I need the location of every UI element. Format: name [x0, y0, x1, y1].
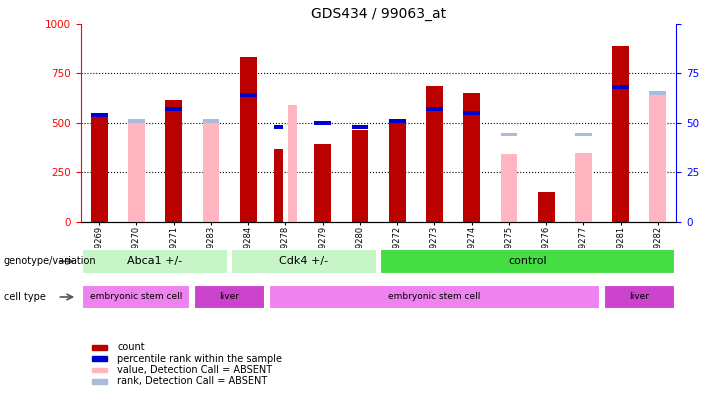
Bar — [314, 121, 331, 124]
Text: value, Detection Call = ABSENT: value, Detection Call = ABSENT — [117, 365, 272, 375]
Bar — [165, 107, 182, 110]
Bar — [274, 148, 283, 222]
Bar — [287, 105, 297, 222]
Bar — [128, 119, 145, 123]
Bar — [203, 121, 219, 222]
Bar — [91, 113, 108, 116]
Bar — [649, 91, 666, 222]
Bar — [538, 192, 554, 222]
Bar — [83, 284, 191, 310]
Bar — [501, 154, 517, 222]
Bar — [92, 379, 107, 384]
Bar — [231, 249, 376, 274]
Bar — [389, 120, 406, 222]
Bar — [649, 91, 666, 95]
Bar — [426, 86, 443, 222]
Bar — [274, 125, 283, 128]
Bar — [575, 153, 592, 222]
Bar — [203, 119, 219, 123]
Bar — [389, 119, 406, 123]
Bar — [240, 57, 257, 222]
Text: embryonic stem cell: embryonic stem cell — [90, 292, 183, 301]
Bar — [91, 115, 108, 222]
Text: percentile rank within the sample: percentile rank within the sample — [117, 354, 282, 364]
Text: liver: liver — [629, 292, 649, 301]
Bar — [83, 249, 228, 274]
Bar — [612, 46, 629, 222]
Text: Abca1 +/-: Abca1 +/- — [128, 256, 183, 266]
Bar — [381, 249, 674, 274]
Text: control: control — [508, 256, 547, 266]
Bar — [314, 143, 331, 222]
Bar — [92, 356, 107, 361]
Text: rank, Detection Call = ABSENT: rank, Detection Call = ABSENT — [117, 377, 267, 386]
Text: embryonic stem cell: embryonic stem cell — [388, 292, 481, 301]
Text: genotype/variation: genotype/variation — [4, 256, 96, 267]
Bar — [604, 284, 674, 310]
Bar — [92, 345, 107, 350]
Text: liver: liver — [219, 292, 240, 301]
Text: Cdk4 +/-: Cdk4 +/- — [280, 256, 329, 266]
Title: GDS434 / 99063_at: GDS434 / 99063_at — [311, 8, 446, 21]
Bar — [165, 100, 182, 222]
Bar — [240, 93, 257, 97]
Bar — [268, 284, 600, 310]
Text: cell type: cell type — [4, 292, 46, 302]
Bar — [575, 133, 592, 136]
Bar — [501, 133, 517, 136]
Bar — [351, 125, 368, 128]
Text: count: count — [117, 342, 144, 352]
Bar — [128, 123, 145, 222]
Bar — [612, 86, 629, 89]
Bar — [92, 367, 107, 373]
Bar — [463, 93, 480, 222]
Bar — [426, 107, 443, 110]
Bar — [351, 129, 368, 222]
Bar — [194, 284, 265, 310]
Bar — [463, 111, 480, 115]
